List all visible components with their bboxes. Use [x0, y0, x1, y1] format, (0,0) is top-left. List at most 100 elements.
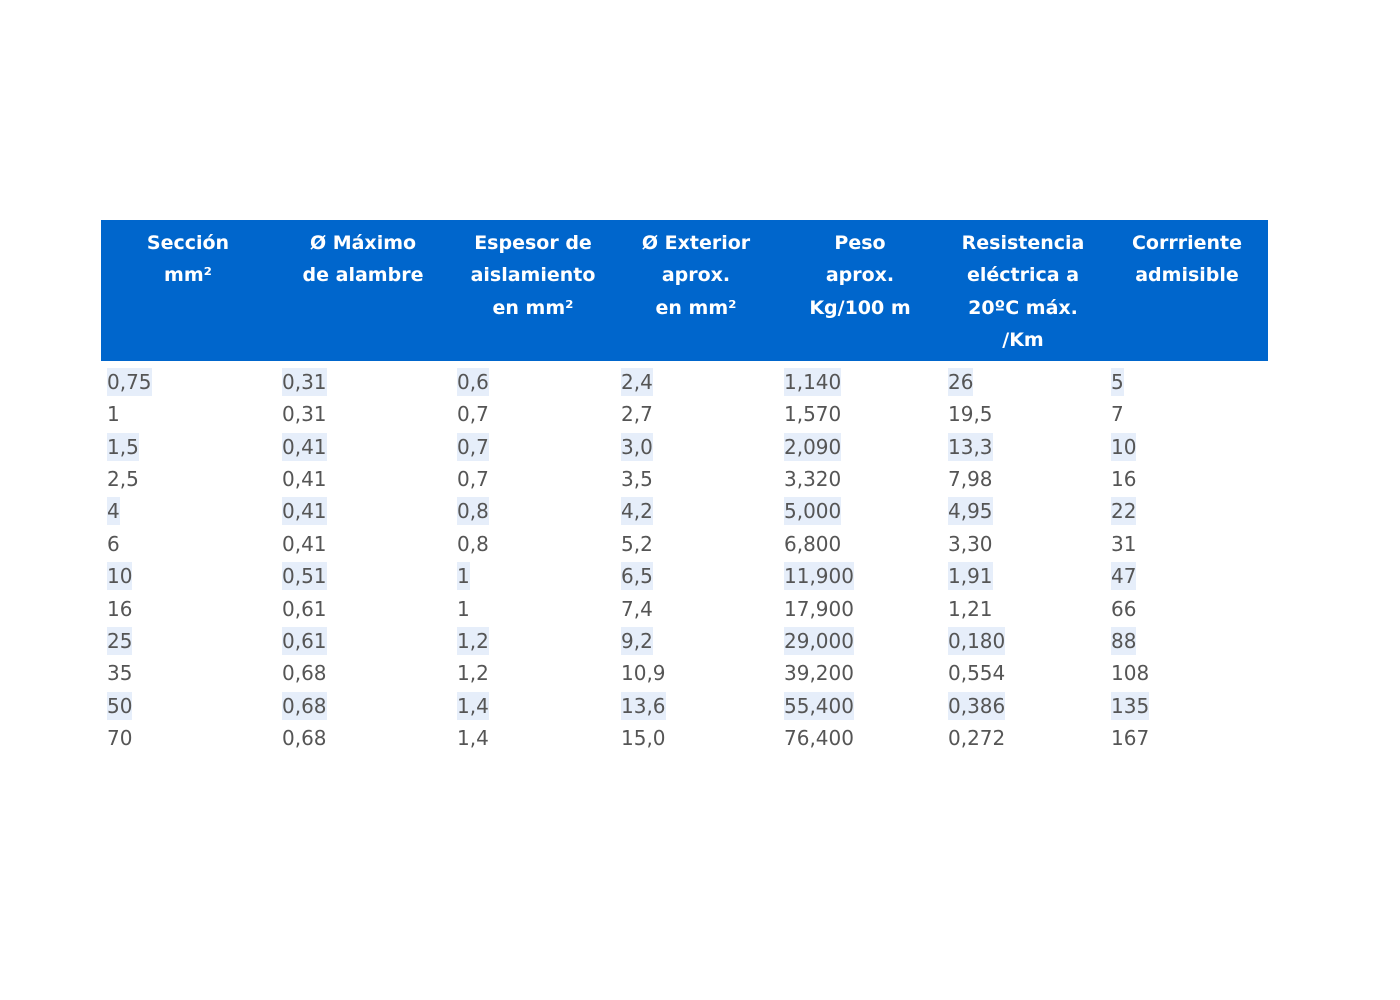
header-text: de alambre	[302, 264, 424, 287]
table-cell: 31	[1111, 531, 1137, 556]
table-cell: 70	[107, 725, 133, 750]
table-cell: 0,7	[457, 402, 489, 427]
table-cell: 6,800	[784, 531, 842, 556]
table-cell: 135	[1111, 691, 1150, 720]
table-cell: 9,2	[621, 626, 653, 655]
table-cell: 6	[107, 531, 120, 556]
table-cell: 0,6	[457, 368, 489, 396]
header-text: 20ºC máx.	[968, 296, 1078, 319]
table-cell: 7,98	[948, 467, 993, 492]
table-cell: 0,41	[282, 432, 327, 461]
header-text: en mm²	[655, 296, 737, 319]
table-cell: 1	[107, 402, 120, 427]
table-cell: 1,140	[784, 368, 842, 396]
table-cell: 167	[1111, 725, 1150, 750]
table-cell: 5,000	[784, 497, 842, 526]
table-cell: 1	[457, 596, 470, 621]
table-cell: 11,900	[784, 562, 854, 591]
table-cell: 1	[457, 562, 470, 591]
table-cell: 0,31	[282, 402, 327, 427]
table-cell: 0,8	[457, 531, 489, 556]
header-text: en mm²	[492, 296, 574, 319]
table-header	[101, 220, 1268, 361]
table-cell: 5	[1111, 368, 1124, 396]
table-cell: 55,400	[784, 691, 854, 720]
header-text: aprox.	[661, 264, 731, 287]
header-text: /Km	[1002, 328, 1044, 351]
header-text: Sección	[146, 232, 230, 254]
table-cell: 0,41	[282, 497, 327, 526]
table-cell: 0,180	[948, 626, 1006, 655]
table-cell: 35	[107, 661, 133, 686]
table-cell: 66	[1111, 596, 1137, 621]
table-cell: 4,95	[948, 497, 993, 526]
header-text: Peso	[834, 232, 886, 254]
table-cell: 16	[107, 596, 133, 621]
table-cell: 6,5	[621, 562, 653, 591]
table-cell: 29,000	[784, 626, 854, 655]
table-cell: 3,320	[784, 467, 842, 492]
table-cell: 4,2	[621, 497, 653, 526]
table-cell: 2,090	[784, 432, 842, 461]
header-text: admisible	[1135, 264, 1239, 287]
table-cell: 108	[1111, 661, 1150, 686]
table-cell: 0,51	[282, 562, 327, 591]
table-cell: 1,570	[784, 402, 842, 427]
table-cell: 0,68	[282, 691, 327, 720]
table-cell: 0,7	[457, 432, 489, 461]
header-text: Resistencia	[961, 232, 1085, 254]
table-cell: 0,554	[948, 661, 1006, 686]
table-cell: 10	[107, 562, 133, 591]
header-text: Ø Máximo	[309, 232, 417, 254]
header-text: Espesor de	[474, 232, 592, 254]
table-cell: 1,21	[948, 596, 993, 621]
header-text: aprox.	[825, 264, 895, 287]
table-cell: 3,30	[948, 531, 993, 556]
table-cell: 2,5	[107, 467, 139, 492]
table-cell: 0,31	[282, 368, 327, 396]
table-cell: 0,68	[282, 661, 327, 686]
table-cell: 10	[1111, 432, 1137, 461]
table-cell: 0,8	[457, 497, 489, 526]
table-cell: 0,61	[282, 596, 327, 621]
table-cell: 3,0	[621, 432, 653, 461]
table-cell: 39,200	[784, 661, 854, 686]
table-cell: 47	[1111, 562, 1137, 591]
header-text: eléctrica a	[966, 264, 1080, 287]
table-cell: 0,75	[107, 368, 152, 396]
table-cell: 17,900	[784, 596, 854, 621]
header-text: mm²	[164, 264, 212, 287]
table-cell: 0,61	[282, 626, 327, 655]
table-cell: 0,7	[457, 467, 489, 492]
table-cell: 3,5	[621, 467, 653, 492]
table-cell: 1,2	[457, 626, 489, 655]
table-cell: 2,7	[621, 402, 653, 427]
table-cell: 13,3	[948, 432, 993, 461]
table-cell: 1,4	[457, 725, 489, 750]
table-cell: 0,41	[282, 467, 327, 492]
table-cell: 16	[1111, 467, 1137, 492]
table-cell: 1,2	[457, 661, 489, 686]
table-cell: 1,5	[107, 432, 139, 461]
table-cell: 5,2	[621, 531, 653, 556]
table-cell: 0,68	[282, 725, 327, 750]
table-cell: 0,386	[948, 691, 1006, 720]
header-text: Corrriente	[1131, 232, 1243, 254]
table-cell: 0,41	[282, 531, 327, 556]
table-cell: 26	[948, 368, 974, 396]
table-cell: 7,4	[621, 596, 653, 621]
table-cell: 13,6	[621, 691, 666, 720]
table-cell: 22	[1111, 497, 1137, 526]
header-text: aislamiento	[470, 264, 596, 287]
table-cell: 25	[107, 626, 133, 655]
table-cell: 7	[1111, 402, 1124, 427]
header-text: Ø Exterior	[641, 232, 751, 254]
table-cell: 10,9	[621, 661, 666, 686]
table-cell: 88	[1111, 626, 1137, 655]
table-cell: 15,0	[621, 725, 666, 750]
table-cell: 76,400	[784, 725, 854, 750]
table-cell: 0,272	[948, 725, 1006, 750]
table-cell: 1,91	[948, 562, 993, 591]
table-cell: 2,4	[621, 368, 653, 396]
